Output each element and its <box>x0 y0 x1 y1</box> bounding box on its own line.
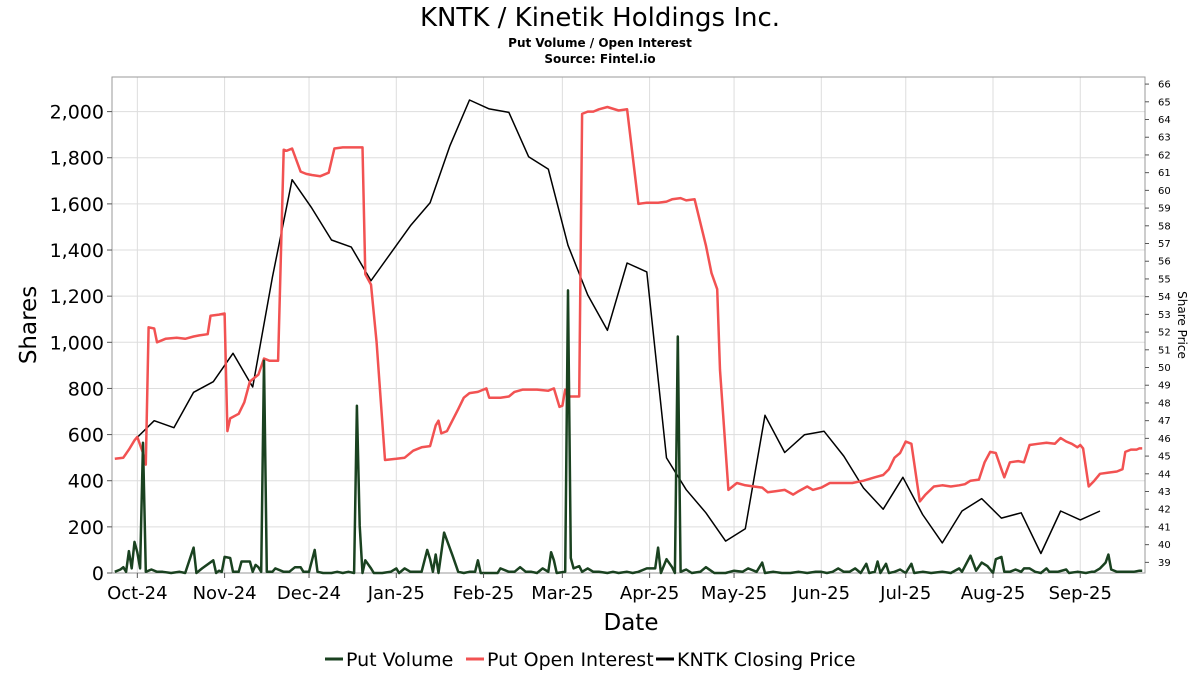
x-tick-label: Aug-25 <box>961 583 1026 604</box>
x-tick-label: Dec-24 <box>277 583 341 604</box>
y-tick-label: 1,000 <box>50 332 104 354</box>
y-axis-left: 0 200 400 600 800 1,000 1,200 1,400 1,600 1,800 2,… <box>50 102 112 585</box>
legend-label: KNTK Closing Price <box>677 649 856 671</box>
y2-tick-label: 55 <box>1158 274 1171 285</box>
y2-tick-label: 54 <box>1158 292 1171 303</box>
x-tick-label: Jul-25 <box>879 583 931 604</box>
y2-axis-label: Share Price <box>1175 291 1189 359</box>
y-tick-label: 600 <box>68 425 104 447</box>
y-tick-label: 800 <box>68 378 104 400</box>
chart-subtitle: Put Volume / Open Interest <box>508 36 692 50</box>
legend-label: Put Open Interest <box>487 649 654 671</box>
y2-tick-label: 51 <box>1158 345 1171 356</box>
y2-tick-label: 62 <box>1158 150 1171 161</box>
y2-tick-label: 59 <box>1158 204 1171 215</box>
y2-tick-label: 47 <box>1158 416 1171 427</box>
x-tick-label: Jan-25 <box>367 583 425 604</box>
y2-tick-label: 48 <box>1158 398 1171 409</box>
y-tick-label: 200 <box>68 517 104 539</box>
y2-tick-label: 60 <box>1158 186 1171 197</box>
x-tick-label: Sep-25 <box>1049 583 1112 604</box>
y2-tick-label: 53 <box>1158 310 1171 321</box>
y2-tick-label: 40 <box>1158 540 1171 551</box>
x-tick-label: Nov-24 <box>193 583 257 604</box>
y-tick-label: 1,600 <box>50 194 104 216</box>
y2-tick-label: 43 <box>1158 487 1171 498</box>
series-layer <box>114 99 1143 575</box>
x-tick-label: Feb-25 <box>453 583 514 604</box>
y-tick-label: 0 <box>92 563 104 585</box>
series-line-put-volume <box>114 289 1143 575</box>
y2-tick-label: 66 <box>1158 80 1171 91</box>
y-tick-label: 1,200 <box>50 286 104 308</box>
y2-tick-label: 39 <box>1158 558 1171 569</box>
x-axis-label: Date <box>604 610 659 636</box>
chart-source: Source: Fintel.io <box>544 52 656 66</box>
y2-tick-label: 52 <box>1158 328 1171 339</box>
series-line-put-open-interest <box>114 105 1143 503</box>
y2-tick-label: 50 <box>1158 363 1171 374</box>
chart-title: KNTK / Kinetik Holdings Inc. <box>419 3 781 33</box>
y2-tick-label: 49 <box>1158 381 1171 392</box>
y-tick-label: 2,000 <box>50 102 104 124</box>
series-line-kntk-closing-price <box>133 99 1101 555</box>
y2-tick-label: 58 <box>1158 221 1171 232</box>
x-tick-label: Jun-25 <box>792 583 851 604</box>
x-axis: Oct-24 Nov-24 Dec-24 Jan-25 Feb-25 Mar-25 Apr-… <box>107 573 1112 604</box>
y2-tick-label: 42 <box>1158 505 1171 516</box>
y2-tick-label: 46 <box>1158 434 1171 445</box>
y-tick-label: 400 <box>68 471 104 493</box>
y2-tick-label: 41 <box>1158 522 1171 533</box>
grid-lines <box>112 77 1145 574</box>
x-tick-label: Mar-25 <box>531 583 593 604</box>
x-tick-label: Oct-24 <box>107 583 168 604</box>
y-axis-label: Shares <box>16 286 42 364</box>
y2-tick-label: 44 <box>1158 469 1171 480</box>
y2-tick-label: 65 <box>1158 97 1171 108</box>
legend-label: Put Volume <box>346 649 453 671</box>
legend: Put Volume Put Open Interest KNTK Closing … <box>325 649 856 671</box>
y2-tick-label: 61 <box>1158 168 1171 179</box>
x-tick-label: Apr-25 <box>620 583 679 604</box>
y2-tick-label: 57 <box>1158 239 1171 250</box>
y-axis-right: 39 40 41 42 43 44 45 46 47 48 49 50 51 52 53 54 55 56 57 58… <box>1145 80 1171 569</box>
y-tick-label: 1,800 <box>50 148 104 170</box>
y2-tick-label: 56 <box>1158 257 1171 268</box>
x-tick-label: May-25 <box>701 583 767 604</box>
y2-tick-label: 63 <box>1158 133 1171 144</box>
y2-tick-label: 45 <box>1158 452 1171 463</box>
y-tick-label: 1,400 <box>50 240 104 262</box>
y2-tick-label: 64 <box>1158 115 1171 126</box>
